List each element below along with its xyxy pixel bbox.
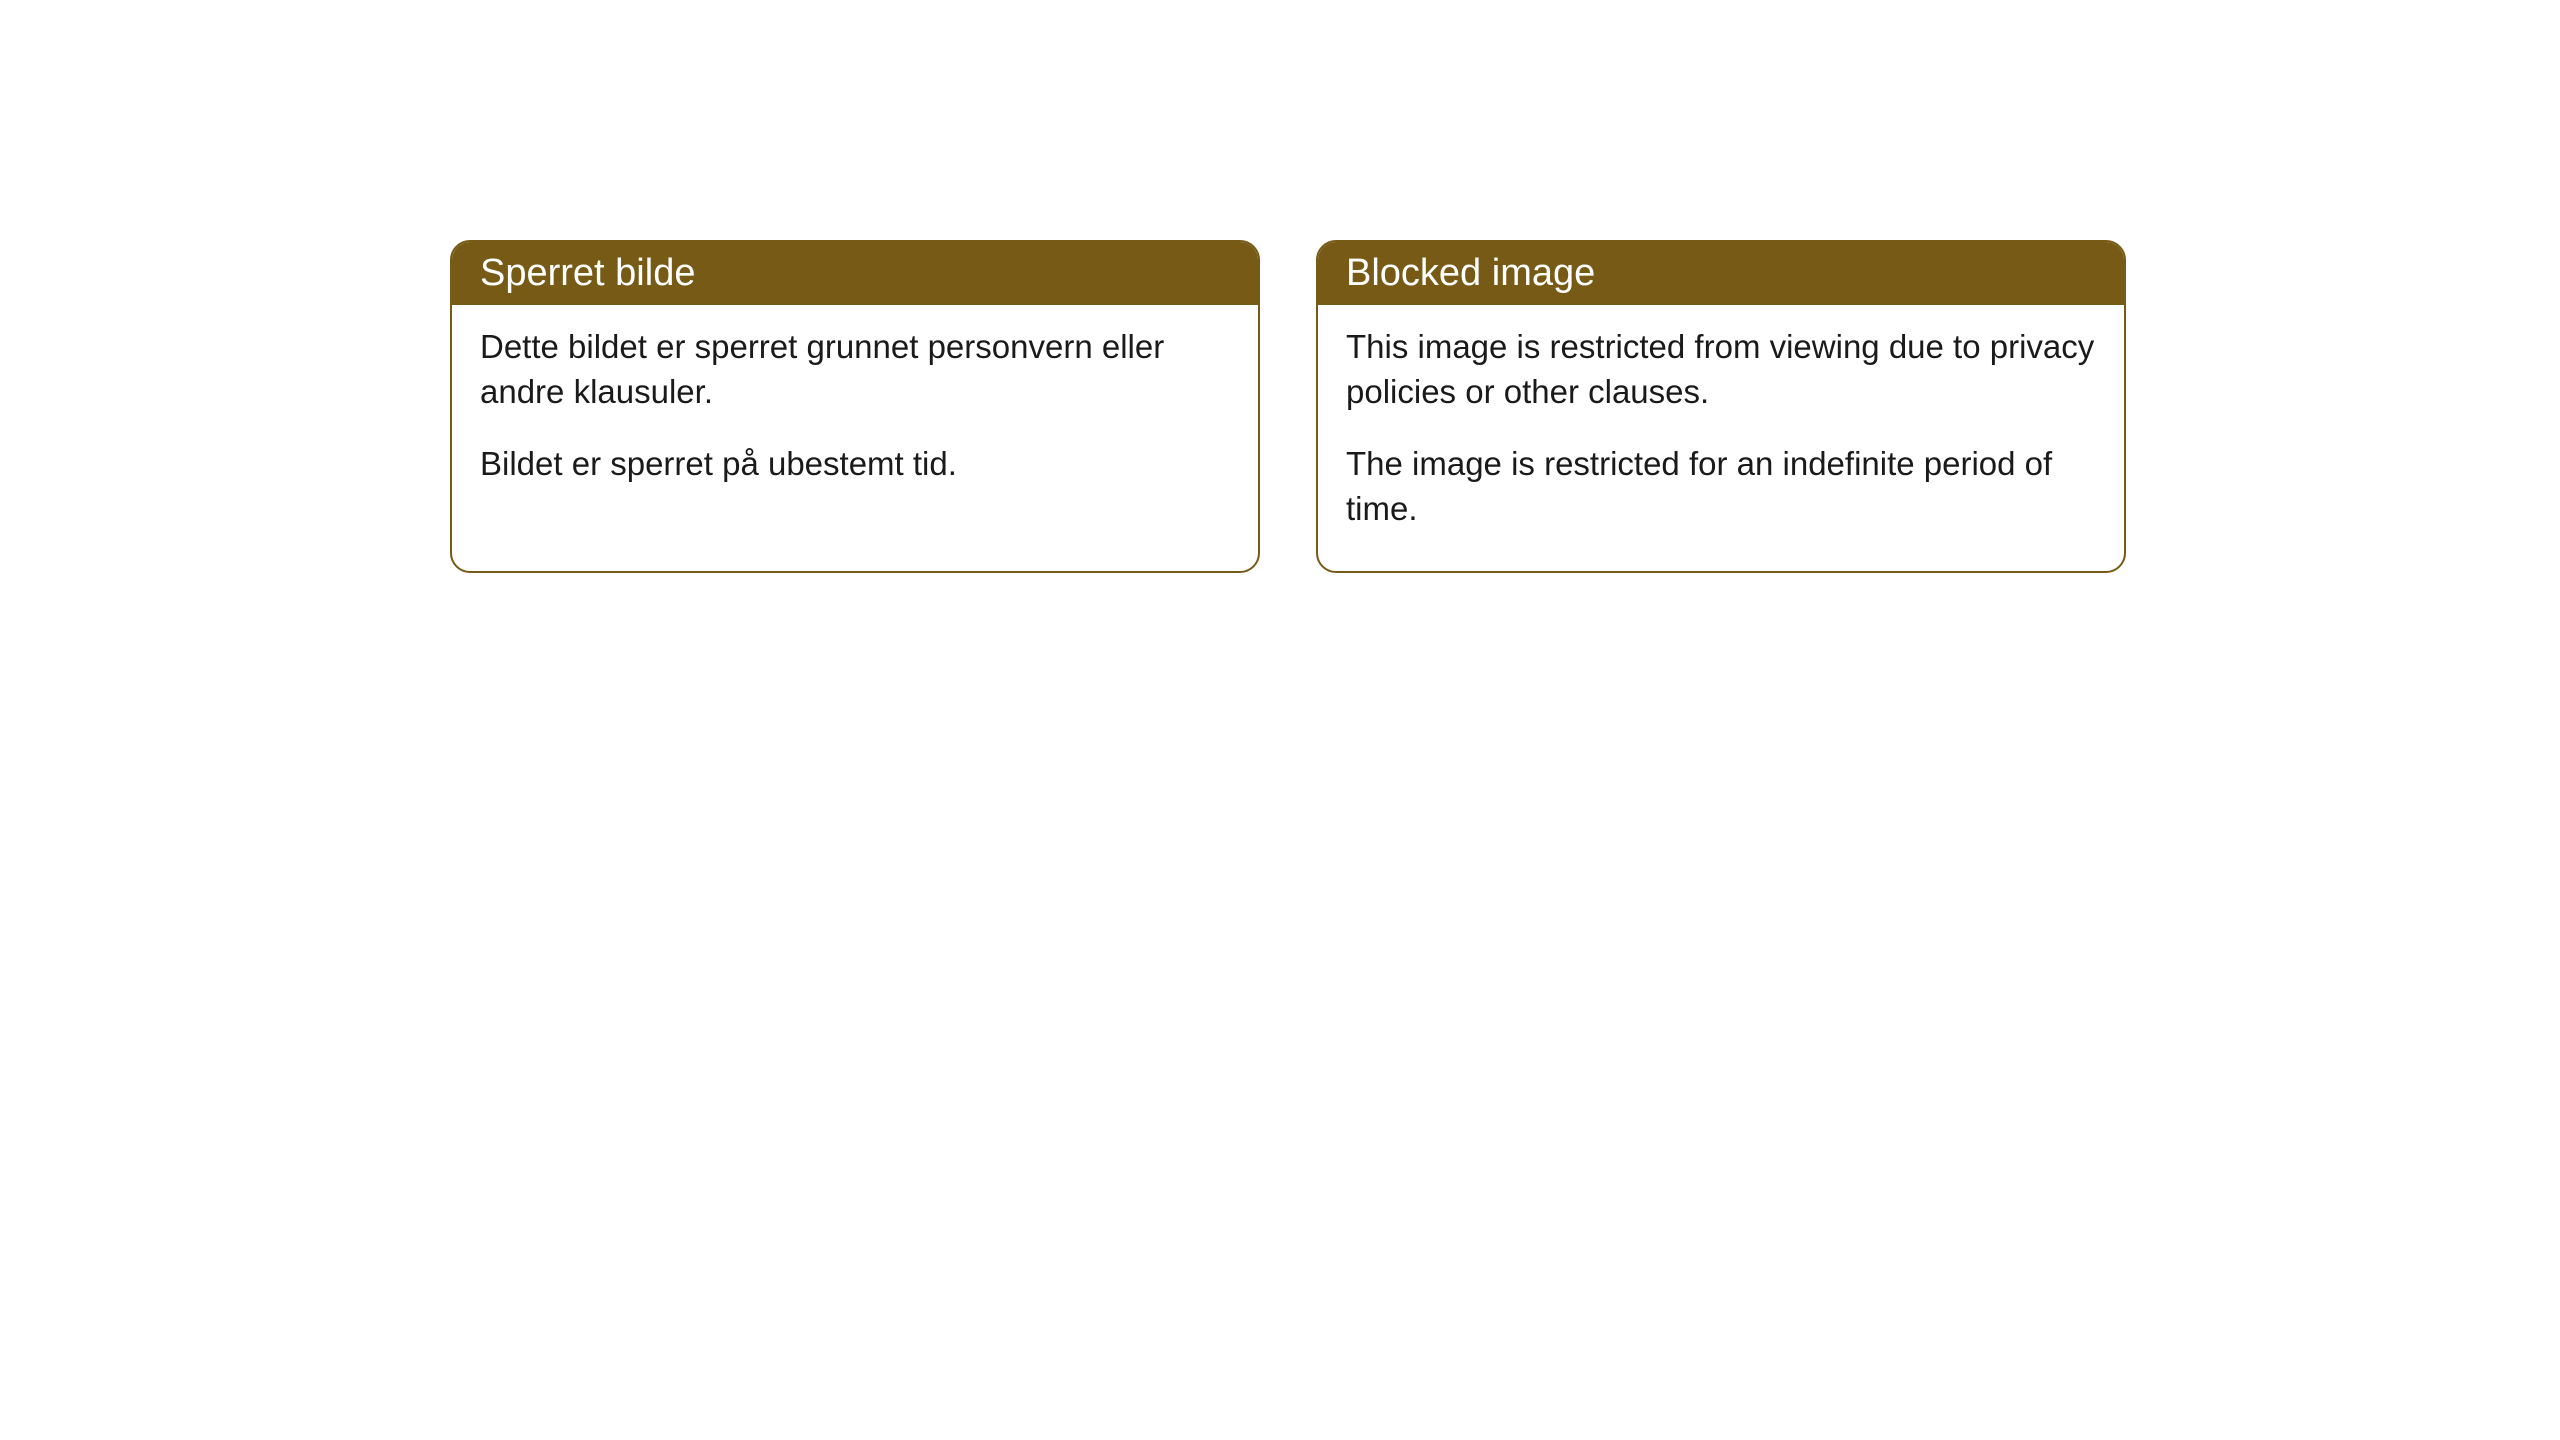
- notice-container: Sperret bilde Dette bildet er sperret gr…: [0, 0, 2560, 573]
- notice-card-norwegian: Sperret bilde Dette bildet er sperret gr…: [450, 240, 1260, 573]
- notice-title: Sperret bilde: [452, 242, 1258, 305]
- notice-paragraph-1: This image is restricted from viewing du…: [1346, 325, 2096, 414]
- notice-paragraph-1: Dette bildet er sperret grunnet personve…: [480, 325, 1230, 414]
- notice-body: Dette bildet er sperret grunnet personve…: [452, 305, 1258, 527]
- notice-card-english: Blocked image This image is restricted f…: [1316, 240, 2126, 573]
- notice-paragraph-2: Bildet er sperret på ubestemt tid.: [480, 442, 1230, 487]
- notice-paragraph-2: The image is restricted for an indefinit…: [1346, 442, 2096, 531]
- notice-title: Blocked image: [1318, 242, 2124, 305]
- notice-body: This image is restricted from viewing du…: [1318, 305, 2124, 571]
